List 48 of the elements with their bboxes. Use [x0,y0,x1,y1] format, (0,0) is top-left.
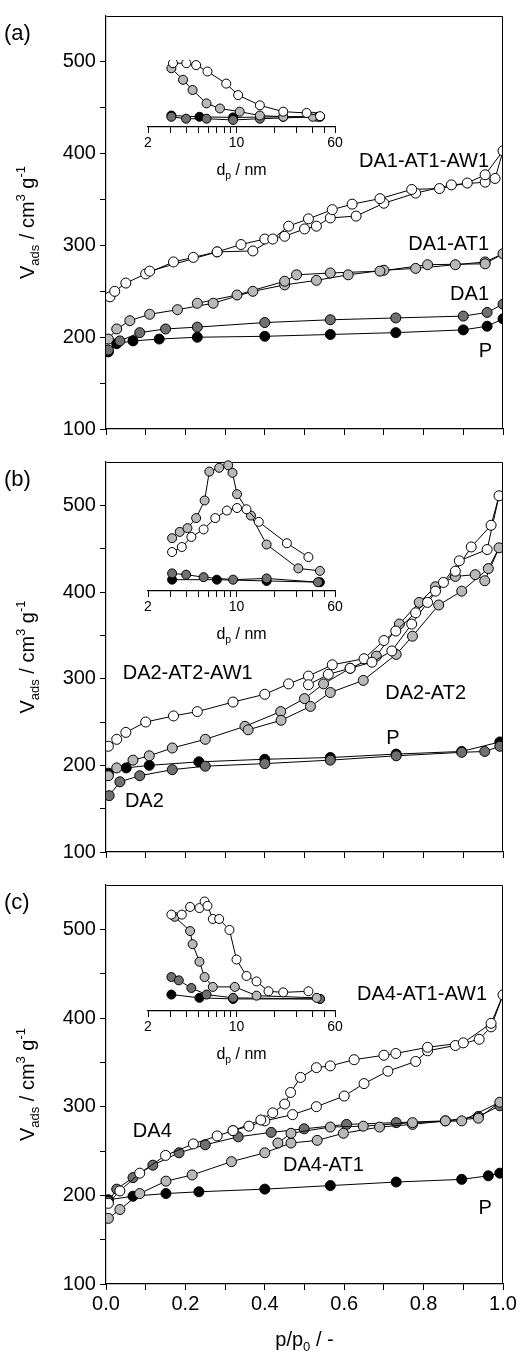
x-tick-label: 2 [144,1018,153,1035]
x-tick-label: 10 [228,1018,245,1035]
y-axis-title: Vads / cm3 g-1 [13,600,42,714]
x-tick-label: 0.2 [171,1291,200,1314]
y-axis-title: Vads / cm3 g-1 [13,1027,42,1142]
annotation: DA1-AT1 [408,231,489,254]
x-tick-label: 0.8 [409,1291,438,1314]
y-tick-label: 200 [62,752,96,775]
y-tick-label: 200 [62,1182,96,1205]
annotation: DA4-AT1 [283,1153,364,1176]
x-tick-label: 1.0 [489,1291,517,1314]
annotation: DA4 [132,1119,172,1142]
annotation: P [478,338,492,361]
x-tick-label: 0.6 [330,1291,359,1314]
x-tick-label: 60 [327,1018,343,1035]
y-tick-label: 400 [62,1005,96,1028]
annotation: DA1 [450,282,489,305]
annotation: DA4-AT1-AW1 [356,981,488,1004]
y-tick-label: 100 [62,1271,96,1294]
y-tick-label: 500 [62,916,96,939]
x-tick-label: 60 [327,598,343,615]
y-tick-label: 400 [62,579,96,602]
annotation: P [478,1196,492,1219]
x-tick-label: 10 [228,134,245,151]
y-tick-label: 200 [62,324,96,347]
chart-title: (a) [4,20,31,45]
annotation: DA2-AT2-AW1 [122,661,253,683]
x-tick-label: 0.0 [92,1291,120,1314]
x-tick-label: 0.4 [250,1291,279,1314]
y-axis-title: Vads / cm3 g-1 [13,165,42,280]
y-tick-label: 500 [62,492,96,515]
annotation: DA2 [124,788,164,811]
x-tick-label: 2 [144,598,153,615]
chart-title: (b) [4,466,31,491]
chart-title: (c) [4,889,30,914]
y-tick-label: 300 [62,1094,96,1117]
y-tick-label: 400 [62,141,96,164]
y-tick-label: 500 [62,49,96,72]
y-tick-label: 100 [62,839,96,862]
y-tick-label: 300 [62,666,96,689]
annotation: DA1-AT1-AW1 [358,148,490,171]
annotation: P [386,726,400,749]
annotation: DA2-AT2 [385,681,467,704]
y-tick-label: 300 [62,232,96,255]
x-tick-label: 60 [327,134,343,151]
x-tick-label: 2 [144,134,153,151]
x-tick-label: 10 [228,598,245,615]
y-tick-label: 100 [62,416,96,439]
